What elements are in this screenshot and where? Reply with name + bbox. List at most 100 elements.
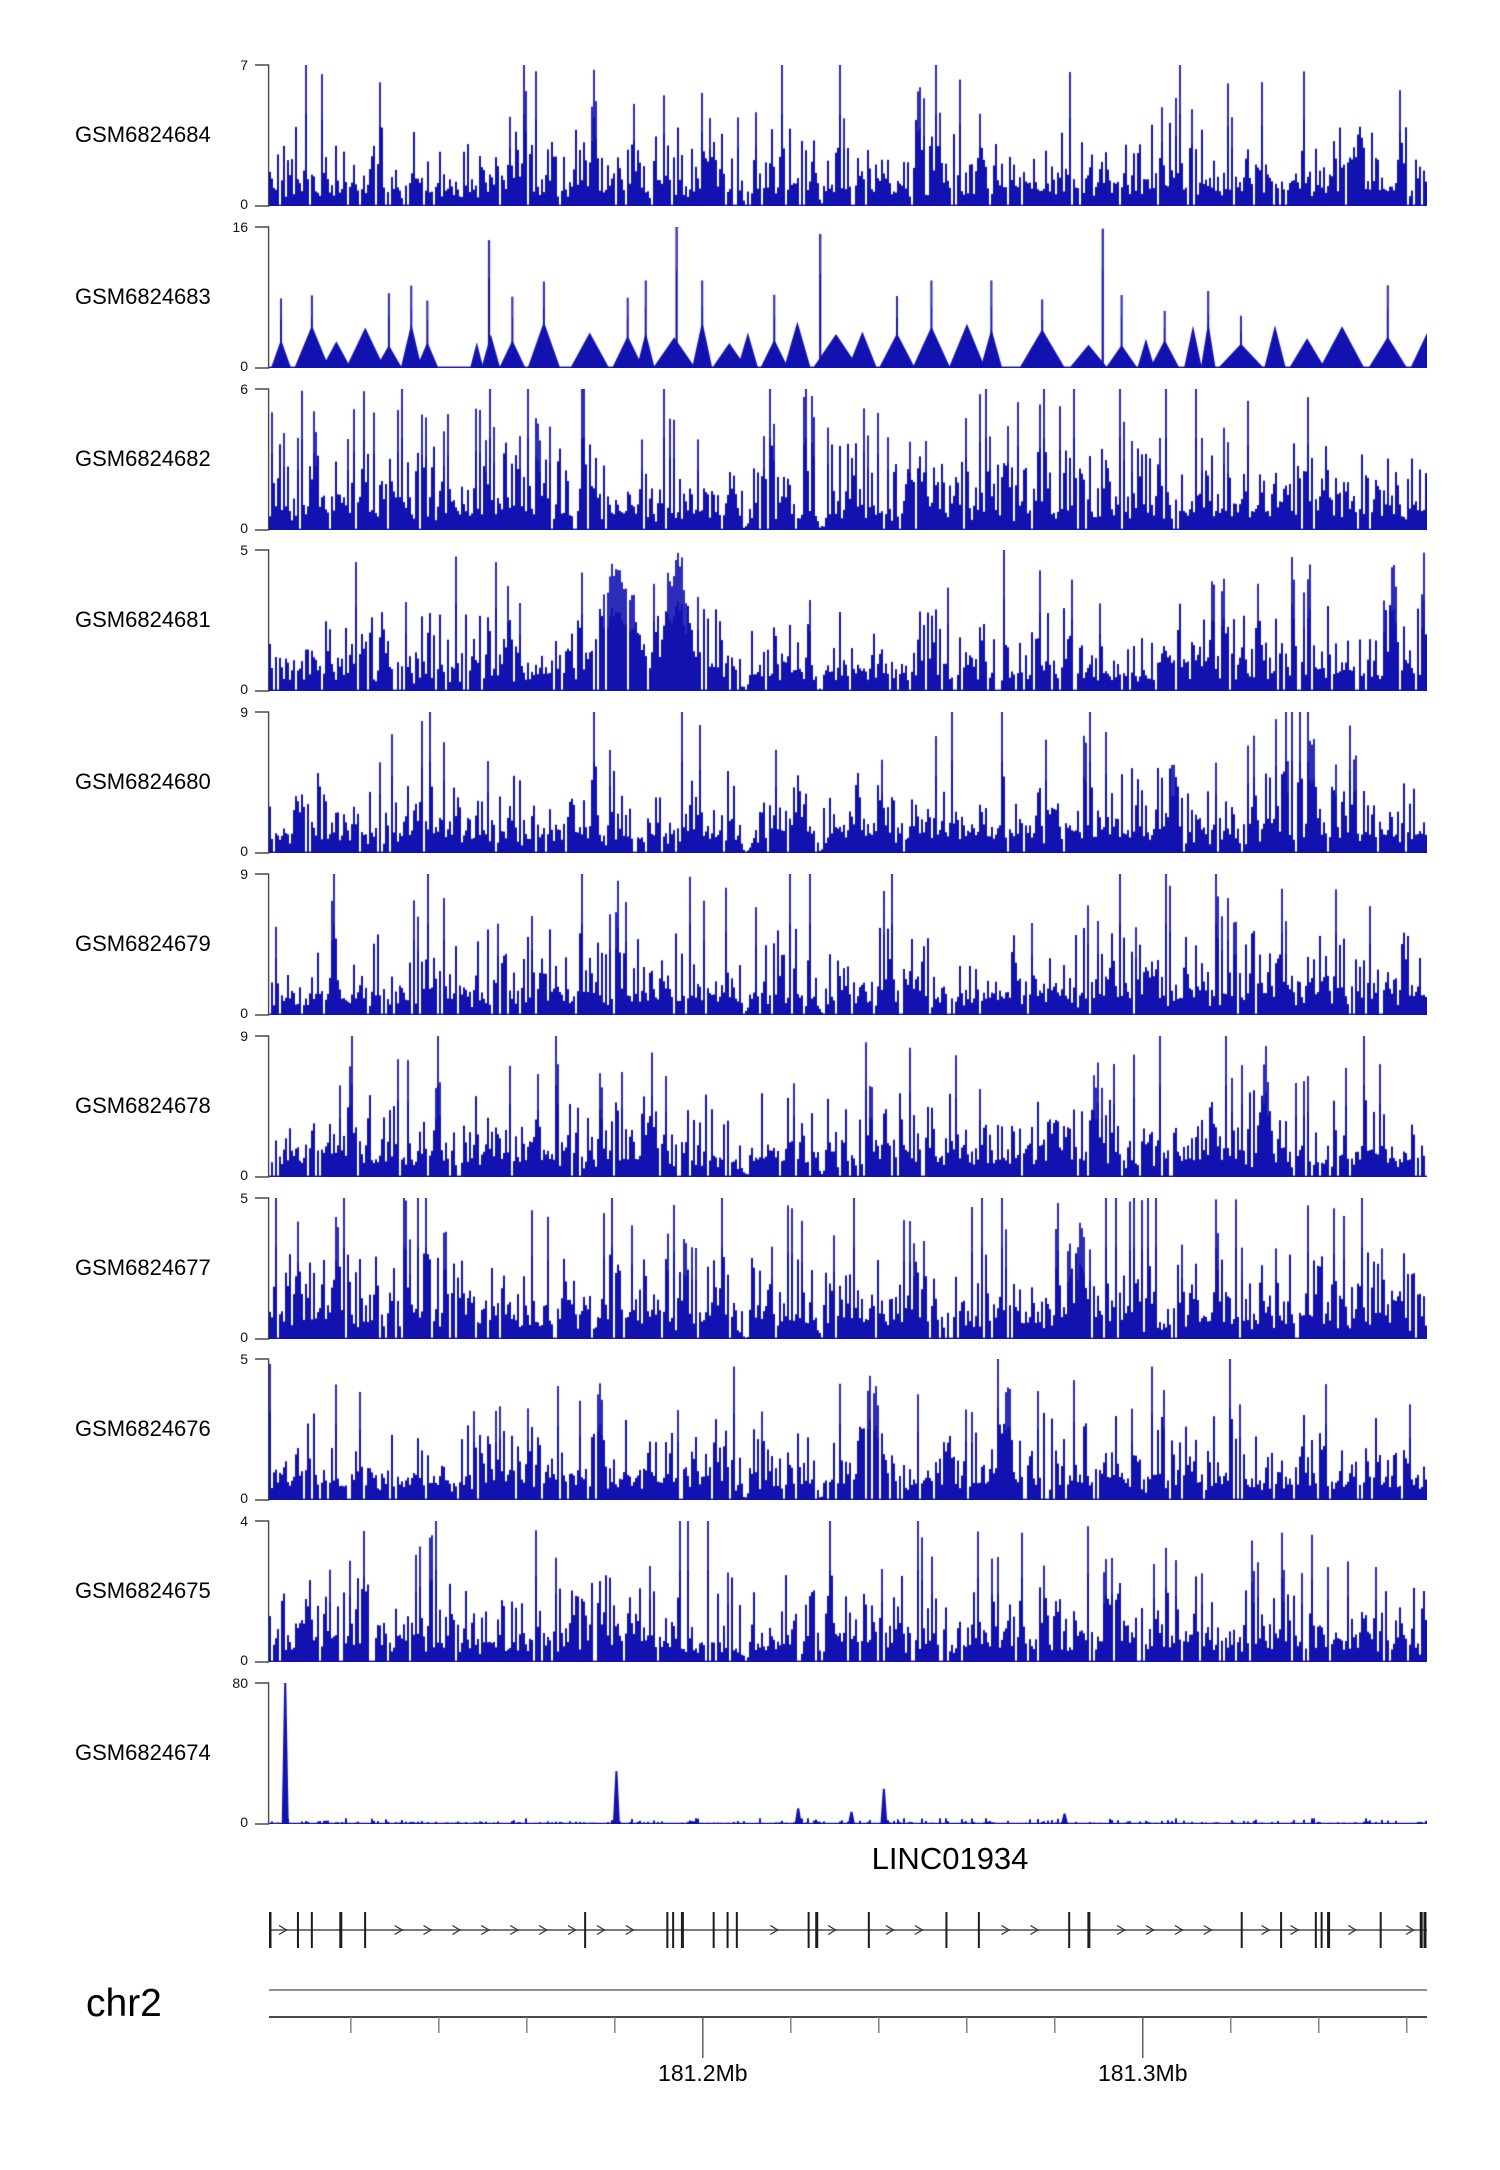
y-axis-max-label: 9: [240, 1028, 248, 1044]
coverage-histogram: [269, 1359, 1427, 1500]
strand-arrow-icon: [1001, 1924, 1011, 1936]
chromosome-label: chr2: [86, 1982, 162, 2025]
strand-arrow-icon: [1030, 1924, 1040, 1936]
y-axis-line: [255, 388, 270, 531]
y-axis-bracket: [255, 1035, 270, 1178]
y-axis-max-label: 9: [240, 704, 248, 720]
y-axis-bracket: [255, 1358, 270, 1501]
y-axis-line: [255, 1035, 270, 1178]
exon-mark: [867, 1912, 870, 1948]
y-axis-zero-label: 0: [240, 681, 248, 697]
strand-arrow-icon: [567, 1924, 577, 1936]
exon-mark: [726, 1912, 729, 1948]
track-label: GSM6824682: [75, 445, 211, 471]
y-axis-zero-label: 0: [240, 196, 248, 212]
exon-mark: [666, 1912, 669, 1948]
y-axis-max-label: 7: [240, 57, 248, 73]
strand-arrow-icon: [1116, 1924, 1126, 1936]
exon-mark: [815, 1912, 819, 1948]
y-axis-max-label: 80: [232, 1675, 248, 1691]
coverage-histogram: [269, 227, 1427, 368]
y-axis-line: [255, 64, 270, 207]
track-label: GSM6824679: [75, 930, 211, 956]
y-axis-zero-label: 0: [240, 1167, 248, 1183]
y-axis-line: [255, 711, 270, 854]
strand-arrow-icon: [1405, 1924, 1415, 1936]
exon-mark: [339, 1912, 343, 1948]
y-axis-line: [255, 226, 270, 369]
track-label: GSM6824678: [75, 1092, 211, 1118]
strand-arrow-icon: [1145, 1924, 1155, 1936]
exon-mark: [1320, 1912, 1323, 1948]
y-axis-zero-label: 0: [240, 1652, 248, 1668]
y-axis-zero-label: 0: [240, 843, 248, 859]
y-axis-line: [255, 549, 270, 692]
genome-axis-baseline: [269, 2016, 1427, 2018]
y-axis-bracket: [255, 1520, 270, 1663]
track-label: GSM6824681: [75, 606, 211, 632]
y-axis-max-label: 5: [240, 542, 248, 558]
exon-mark: [1068, 1912, 1071, 1948]
exon-mark: [1379, 1912, 1382, 1948]
exon-mark: [945, 1912, 948, 1948]
y-axis-bracket: [255, 226, 270, 369]
exon-mark: [1087, 1912, 1091, 1948]
track-label: GSM6824676: [75, 1415, 211, 1441]
y-axis-max-label: 5: [240, 1351, 248, 1367]
y-axis-zero-label: 0: [240, 1490, 248, 1506]
strand-arrow-icon: [1203, 1924, 1213, 1936]
exon-mark: [735, 1912, 738, 1948]
strand-arrow-icon: [1347, 1924, 1358, 1936]
coverage-histogram: [269, 550, 1427, 691]
track-label: GSM6824683: [75, 283, 211, 309]
strand-arrow-icon: [423, 1924, 433, 1936]
exon-mark: [1327, 1912, 1331, 1948]
strand-arrow-icon: [452, 1924, 462, 1936]
y-axis-zero-label: 0: [240, 1814, 248, 1830]
strand-arrow-icon: [538, 1924, 548, 1936]
exon-mark: [310, 1912, 313, 1948]
strand-arrow-icon: [914, 1924, 924, 1936]
y-axis-max-label: 16: [232, 219, 248, 235]
y-axis-bracket: [255, 711, 270, 854]
y-axis-zero-label: 0: [240, 358, 248, 374]
y-axis-zero-label: 0: [240, 1005, 248, 1021]
exon-mark: [672, 1912, 675, 1948]
coverage-histogram: [269, 1198, 1427, 1339]
coverage-histogram: [269, 1036, 1427, 1177]
track-label: GSM6824684: [75, 121, 211, 147]
axis-tick-label: 181.2Mb: [658, 2060, 748, 2086]
exon-mark: [1419, 1912, 1423, 1948]
track-label: GSM6824677: [75, 1254, 211, 1280]
exon-mark: [296, 1912, 299, 1948]
exon-mark: [1314, 1912, 1317, 1948]
strand-arrow-icon: [769, 1924, 780, 1936]
exon-mark: [584, 1912, 587, 1948]
exon-mark: [269, 1912, 272, 1948]
y-axis-line: [255, 1358, 270, 1501]
strand-arrow-icon: [885, 1924, 895, 1936]
strand-arrow-icon: [1290, 1924, 1300, 1936]
y-axis-line: [255, 873, 270, 1016]
strand-arrow-icon: [827, 1924, 837, 1936]
strand-arrow-icon: [1174, 1924, 1184, 1936]
exon-mark: [680, 1912, 684, 1948]
y-axis-max-label: 6: [240, 381, 248, 397]
gene-name-label: LINC01934: [871, 1841, 1029, 1876]
y-axis-line: [255, 1682, 270, 1825]
strand-arrow-icon: [1261, 1924, 1271, 1936]
exon-mark: [712, 1912, 715, 1948]
gene-model: [269, 1912, 1427, 1948]
strand-arrow-icon: [394, 1924, 404, 1936]
strand-arrow-icon: [596, 1924, 606, 1936]
y-axis-zero-label: 0: [240, 1329, 248, 1345]
genome-axis-ticks: [350, 2017, 1408, 2058]
exon-mark: [1240, 1912, 1243, 1948]
coverage-histogram: [269, 1521, 1427, 1662]
coverage-histogram: [269, 1683, 1427, 1824]
coverage-histogram: [269, 874, 1427, 1015]
y-axis-bracket: [255, 1682, 270, 1825]
y-axis-max-label: 9: [240, 866, 248, 882]
exon-mark: [977, 1912, 980, 1948]
